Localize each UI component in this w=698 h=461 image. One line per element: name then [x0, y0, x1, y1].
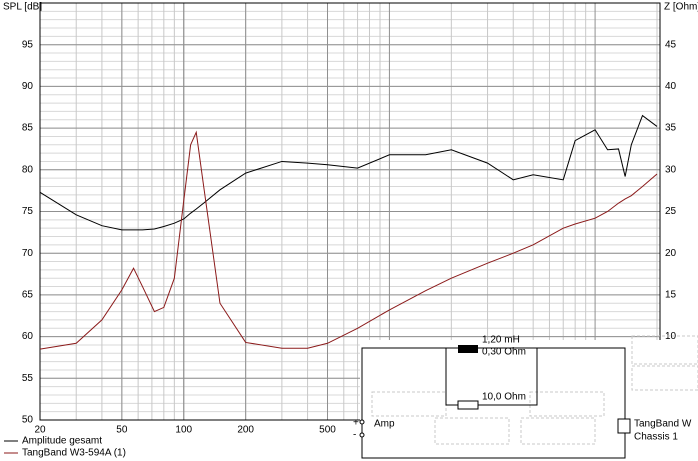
- legend-label: TangBand W3-594A (1): [22, 448, 126, 459]
- y-tick-label: 75: [22, 206, 34, 217]
- legend-label: Amplitude gesamt: [22, 436, 102, 447]
- placeholder: [520, 417, 596, 445]
- y-tick-label: 55: [22, 373, 34, 384]
- y-axis-label: SPL [dB]: [3, 2, 42, 13]
- placeholder: [631, 365, 698, 391]
- label: Chassis 1: [634, 432, 678, 443]
- y2-tick-label: 40: [665, 81, 677, 92]
- label: 1,20 mH: [482, 335, 520, 346]
- terminal: [359, 419, 365, 425]
- x-tick-label: 50: [116, 425, 128, 436]
- y2-tick-label: 30: [665, 164, 677, 175]
- x-tick-label: 100: [175, 425, 192, 436]
- placeholder: [529, 391, 605, 417]
- line-series: [39, 130, 658, 350]
- y-tick-label: 60: [22, 331, 34, 342]
- y-tick-label: 65: [22, 290, 34, 301]
- y2-tick-label: 15: [665, 290, 677, 301]
- label: -: [353, 430, 356, 441]
- plot-frame: [39, 2, 661, 421]
- y-tick-label: 90: [22, 81, 34, 92]
- y-tick-label: 70: [22, 248, 34, 259]
- driver: [617, 418, 631, 434]
- x-tick-label: 500: [319, 425, 336, 436]
- label: Amp: [374, 419, 395, 430]
- y2-axis-label: Z [Ohm]: [664, 2, 698, 13]
- y2-tick-label: 35: [665, 123, 677, 134]
- label: 0,30 Ohm: [482, 347, 526, 358]
- resistor: [457, 400, 479, 410]
- x-tick-label: 200: [237, 425, 254, 436]
- y2-tick-label: 10: [665, 331, 677, 342]
- label: TangBand W: [634, 419, 692, 430]
- terminal: [359, 432, 365, 438]
- y-tick-label: 80: [22, 164, 34, 175]
- placeholder: [631, 335, 698, 365]
- label: +: [353, 418, 359, 429]
- y2-tick-label: 45: [665, 39, 677, 50]
- inductor: [458, 345, 478, 353]
- y-tick-label: 50: [22, 415, 34, 426]
- y-tick-label: 95: [22, 39, 34, 50]
- y-tick-label: 85: [22, 123, 34, 134]
- y2-tick-label: 20: [665, 248, 677, 259]
- circuit: 1,20 mH 0,30 Ohm 10,0 Ohm Amp + - TangBa…: [353, 335, 698, 461]
- circuit-background: [360, 340, 698, 461]
- x-tick-label: 20: [34, 425, 46, 436]
- placeholder: [434, 417, 510, 445]
- line-series: [39, 114, 658, 231]
- y2-tick-label: 25: [665, 206, 677, 217]
- label: 10,0 Ohm: [482, 392, 526, 403]
